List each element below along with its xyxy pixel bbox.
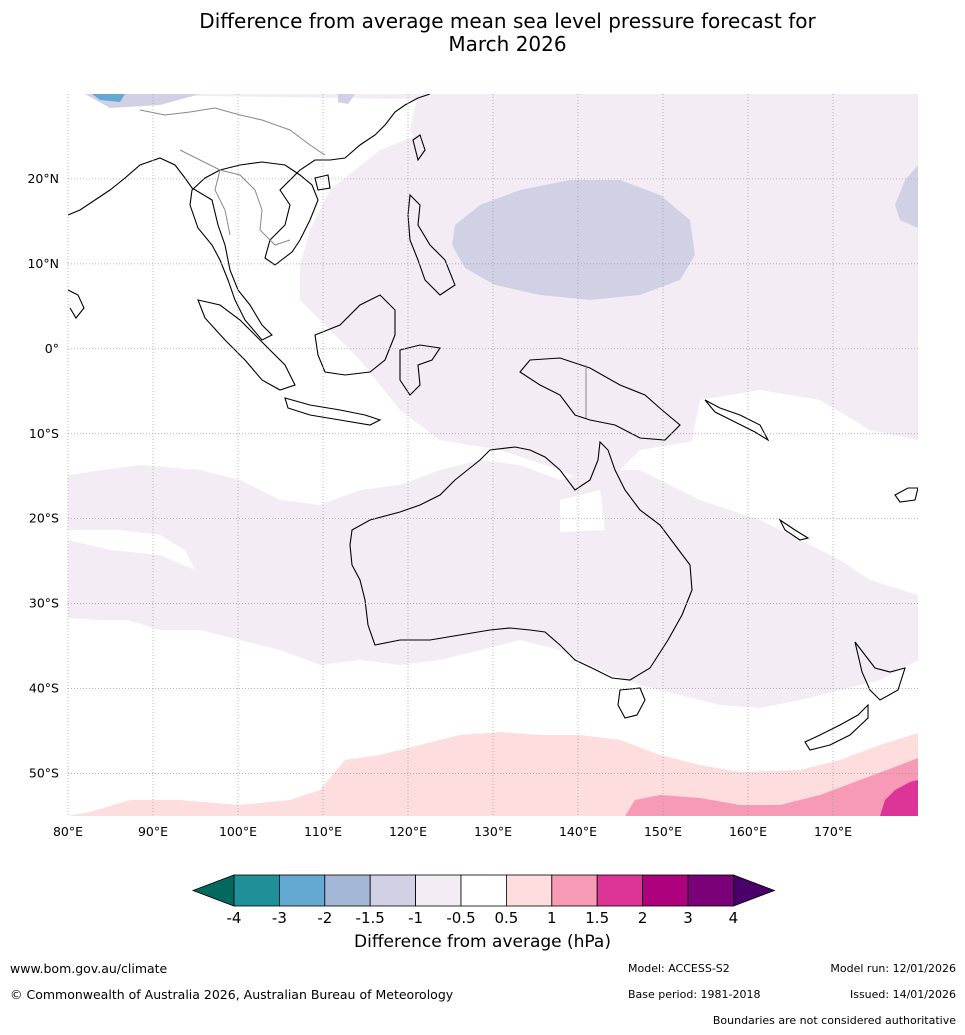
colorbar-swatch bbox=[278, 874, 326, 907]
colorbar-tick-label: -0.5 bbox=[446, 909, 475, 927]
coast-borneo bbox=[314, 294, 396, 376]
colorbar-tick-label: 2 bbox=[638, 909, 648, 927]
coast-philippines bbox=[407, 193, 456, 296]
coast-java bbox=[284, 397, 382, 426]
colorbar-swatch bbox=[596, 874, 644, 907]
lon-label: 80°E bbox=[53, 824, 83, 839]
lon-label: 110°E bbox=[304, 824, 342, 839]
lat-label: 20°S bbox=[29, 511, 59, 526]
issued-date: Issued: 14/01/2026 bbox=[849, 988, 956, 1001]
country-borders bbox=[139, 107, 587, 418]
colorbar-swatch bbox=[642, 874, 689, 907]
colorbar-extend-low bbox=[191, 874, 235, 907]
lat-label: 20°N bbox=[27, 171, 59, 186]
coast-sumatra bbox=[197, 299, 296, 391]
colorbar-tick-label: 1 bbox=[547, 909, 557, 927]
colorbar-swatch bbox=[460, 874, 507, 907]
lon-label: 150°E bbox=[644, 824, 682, 839]
field-north-low-b bbox=[92, 94, 125, 102]
lon-label: 90°E bbox=[138, 824, 168, 839]
longitude-labels: 80°E 90°E 100°E 110°E 120°E 130°E 140°E 150°E 16… bbox=[53, 824, 852, 839]
coastlines bbox=[68, 94, 918, 751]
colorbar-title: Difference from average (hPa) bbox=[354, 932, 611, 952]
title-line-2: March 2026 bbox=[448, 32, 567, 56]
field-coral-sea-white bbox=[690, 390, 918, 560]
field-australia-white bbox=[560, 490, 605, 532]
coast-mainland-asia bbox=[68, 94, 431, 341]
colorbar-tick-label: 4 bbox=[729, 909, 739, 927]
model-name: Model: ACCESS-S2 bbox=[628, 962, 730, 975]
website-link[interactable]: www.bom.gov.au/climate bbox=[10, 961, 168, 976]
coast-taiwan bbox=[412, 134, 426, 162]
coast-new-guinea bbox=[519, 357, 681, 441]
lon-label: 170°E bbox=[814, 824, 852, 839]
latitude-labels: 20°N 10°N 0° 10°S 20°S 30°S 40°S 50°S bbox=[27, 171, 59, 781]
model-run-date: Model run: 12/01/2026 bbox=[830, 962, 956, 975]
coast-solomon-islands bbox=[704, 399, 770, 442]
field-south-positive-2 bbox=[625, 758, 918, 816]
chart-title: Difference from average mean sea level p… bbox=[0, 10, 965, 56]
coast-tasmania bbox=[617, 687, 646, 719]
copyright-text: © Commonwealth of Australia 2026, Austra… bbox=[10, 987, 454, 1002]
field-pacific-low bbox=[452, 180, 695, 300]
field-south-positive-3 bbox=[880, 780, 918, 816]
colorbar-tick-label: -3 bbox=[272, 909, 287, 927]
colorbar-tick-label: -4 bbox=[227, 909, 242, 927]
coast-australia bbox=[349, 440, 693, 681]
border-indochina bbox=[179, 149, 291, 246]
colorbar-tick-label: 1.5 bbox=[585, 909, 609, 927]
coast-fiji bbox=[894, 487, 918, 503]
border-china-south bbox=[139, 107, 326, 156]
colorbar-swatch bbox=[505, 874, 553, 907]
field-north-low-c bbox=[338, 94, 355, 104]
lon-label: 130°E bbox=[474, 824, 512, 839]
lon-label: 140°E bbox=[559, 824, 597, 839]
colorbar-swatch bbox=[415, 874, 462, 907]
lat-label: 0° bbox=[45, 341, 59, 356]
colorbar-tick-label: -2 bbox=[317, 909, 332, 927]
coast-sulawesi bbox=[399, 344, 441, 396]
colorbar-tick-label: -1.5 bbox=[356, 909, 385, 927]
lat-label: 10°N bbox=[27, 256, 59, 271]
lon-label: 100°E bbox=[219, 824, 257, 839]
title-line-1: Difference from average mean sea level p… bbox=[199, 9, 816, 33]
coast-new-zealand-north bbox=[854, 641, 906, 701]
field-south-positive bbox=[68, 732, 918, 816]
coast-sri-lanka-india bbox=[68, 289, 85, 319]
colorbar: -4 -3 -2 -1.5 -1 -0.5 0.5 1 1.5 2 3 4 bbox=[191, 874, 776, 927]
coast-vanuatu bbox=[778, 518, 810, 541]
colorbar-swatch bbox=[687, 874, 734, 907]
lat-label: 40°S bbox=[29, 681, 59, 696]
graticule bbox=[67, 94, 918, 816]
lon-label: 120°E bbox=[389, 824, 427, 839]
colorbar-swatch bbox=[369, 874, 417, 907]
colorbar-tick-label: 0.5 bbox=[494, 909, 518, 927]
colorbar-swatch bbox=[324, 874, 371, 907]
colorbar-swatch bbox=[233, 874, 280, 907]
colorbar-tick-label: -1 bbox=[408, 909, 423, 927]
colorbar-swatch bbox=[551, 874, 598, 907]
lat-label: 30°S bbox=[29, 596, 59, 611]
field-east-low bbox=[895, 165, 918, 228]
lat-label: 50°S bbox=[29, 766, 59, 781]
base-period: Base period: 1981-2018 bbox=[628, 988, 761, 1001]
lat-label: 10°S bbox=[29, 426, 59, 441]
coast-new-zealand-south bbox=[804, 703, 869, 751]
colorbar-extend-high bbox=[733, 874, 776, 907]
lon-label: 160°E bbox=[729, 824, 767, 839]
boundaries-note: Boundaries are not considered authoritat… bbox=[712, 1014, 956, 1027]
coast-hainan bbox=[314, 174, 331, 191]
colorbar-tick-label: 3 bbox=[683, 909, 693, 927]
